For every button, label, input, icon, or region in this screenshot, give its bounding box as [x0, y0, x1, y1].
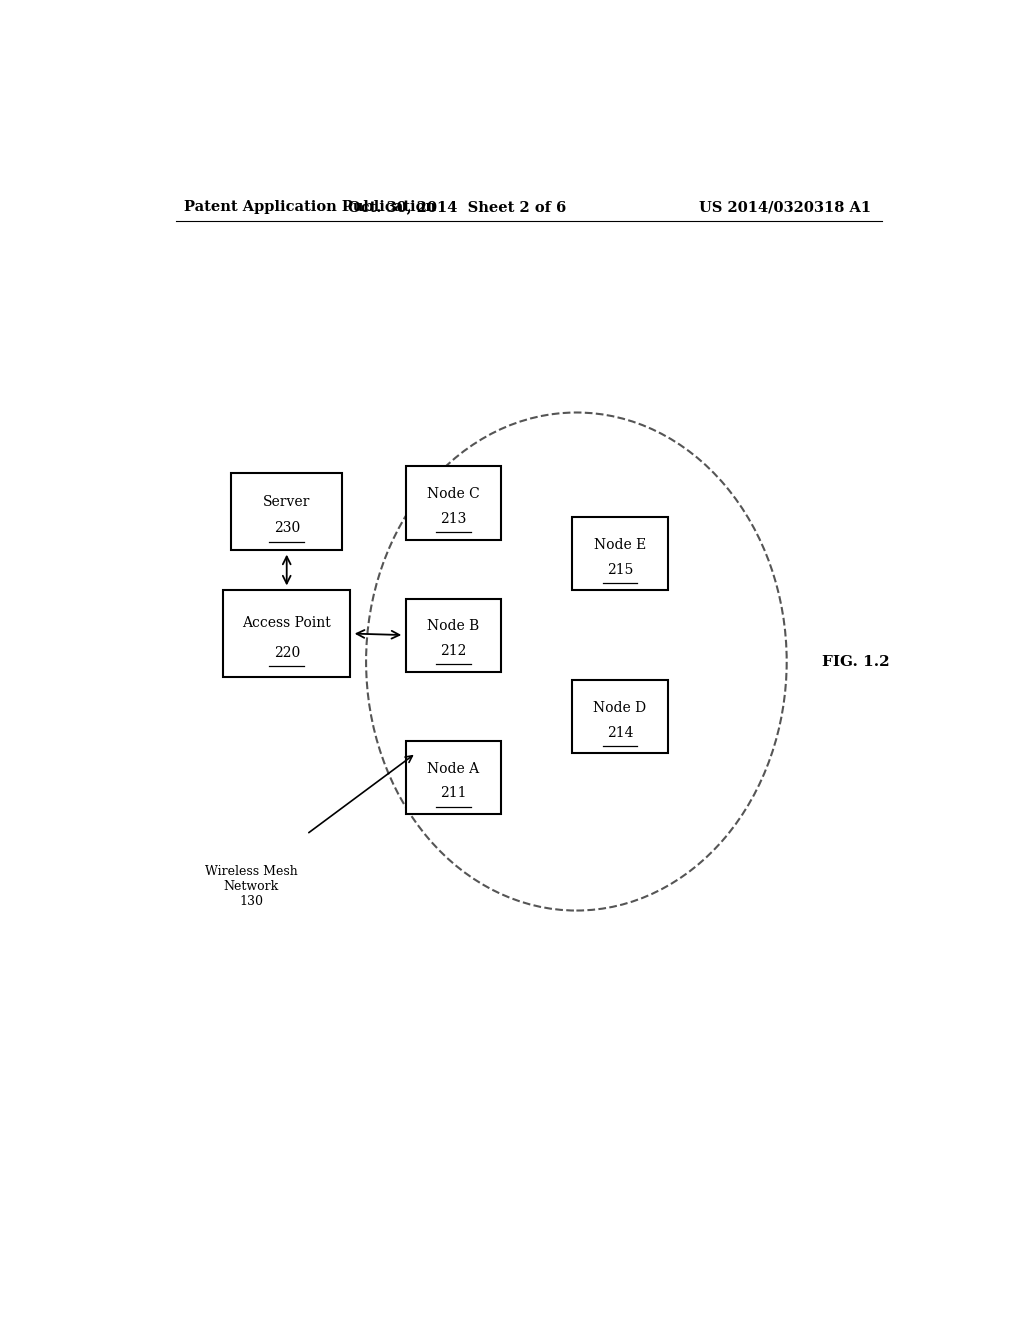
Text: Node A: Node A	[427, 762, 479, 776]
Text: Server: Server	[263, 495, 310, 510]
Text: US 2014/0320318 A1: US 2014/0320318 A1	[699, 201, 871, 214]
Bar	[406, 741, 501, 814]
Text: Node C: Node C	[427, 487, 480, 502]
Text: Patent Application Publication: Patent Application Publication	[183, 201, 435, 214]
Text: Node D: Node D	[594, 701, 646, 714]
Text: FIG. 1.2: FIG. 1.2	[822, 655, 890, 668]
Text: Wireless Mesh
Network
130: Wireless Mesh Network 130	[205, 865, 297, 908]
Text: 215: 215	[607, 562, 633, 577]
Text: 211: 211	[440, 787, 467, 800]
Text: Node E: Node E	[594, 539, 646, 552]
Bar	[223, 590, 350, 677]
Bar	[572, 517, 668, 590]
Text: 220: 220	[273, 645, 300, 660]
Bar	[231, 474, 342, 549]
Bar	[406, 598, 501, 672]
Text: Oct. 30, 2014  Sheet 2 of 6: Oct. 30, 2014 Sheet 2 of 6	[348, 201, 566, 214]
Text: 212: 212	[440, 644, 467, 659]
Text: 214: 214	[607, 726, 633, 739]
Bar	[572, 680, 668, 752]
Text: 230: 230	[273, 521, 300, 536]
Bar	[406, 466, 501, 540]
Text: 213: 213	[440, 512, 467, 527]
Text: Access Point: Access Point	[243, 616, 331, 630]
Text: Node B: Node B	[427, 619, 479, 634]
